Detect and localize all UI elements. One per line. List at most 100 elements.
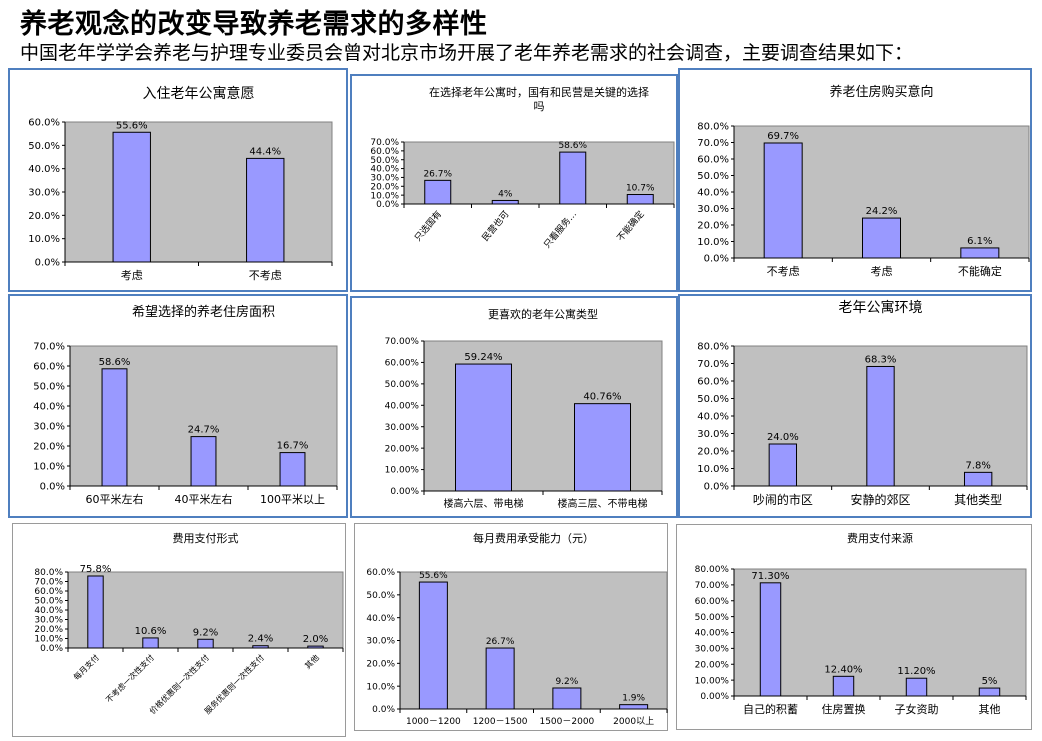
- bar: [279, 452, 306, 487]
- data-label: 59.24%: [464, 352, 502, 363]
- y-tick-label: 10.00%: [695, 676, 730, 686]
- bar: [552, 687, 582, 710]
- data-label: 26.7%: [486, 637, 515, 647]
- data-label: 55.6%: [116, 120, 148, 131]
- bar: [862, 217, 901, 259]
- bar: [307, 645, 324, 649]
- y-tick-label: 60.0%: [33, 362, 65, 373]
- bar: [963, 471, 993, 487]
- slide-subtitle: 中国老年学学会养老与护理专业委员会曾对北京市场开展了老年养老需求的社会调查，主要…: [20, 42, 914, 64]
- y-tick-label: 20.00%: [385, 444, 420, 454]
- data-label: 16.7%: [277, 441, 309, 452]
- y-tick-label: 40.0%: [33, 402, 65, 413]
- y-tick-label: 10.0%: [697, 237, 729, 248]
- category-label: 100平米以上: [260, 493, 325, 506]
- y-tick-label: 0.00%: [700, 692, 729, 702]
- data-label: 4%: [498, 189, 513, 199]
- y-tick-label: 60.00%: [695, 597, 730, 607]
- data-label: 5%: [982, 676, 998, 687]
- y-tick-label: 0.0%: [35, 258, 60, 269]
- chart-title: 养老住房购买意向: [829, 84, 933, 100]
- chart-payment-source: 费用支付来源 0.00% 10.00% 20.00% 30.00% 40.00% 50.00…: [676, 524, 1032, 730]
- y-tick-label: 0.0%: [372, 705, 395, 715]
- y-tick-label: 40.0%: [366, 614, 395, 624]
- y-tick-label: 60.0%: [34, 587, 63, 597]
- category-label: 安静的郊区: [850, 492, 910, 507]
- slide-title: 养老观念的改变导致养老需求的多样性: [20, 9, 488, 40]
- chart-housing-area-svg: 希望选择的养老住房面积 0.0% 10.0% 20.0% 30.0% 40.0% 50.0%…: [33, 304, 338, 506]
- bar: [866, 365, 895, 487]
- y-tick-label: 80.0%: [697, 122, 729, 133]
- chart-title: 希望选择的养老住房面积: [132, 304, 275, 320]
- chart-housing-area: 希望选择的养老住房面积 0.0% 10.0% 20.0% 30.0% 40.0% 50.0%…: [8, 294, 348, 518]
- category-label: 自己的积蓄: [743, 702, 798, 716]
- y-tick-label: 50.0%: [28, 141, 60, 152]
- bar: [559, 151, 587, 205]
- bar: [574, 403, 631, 492]
- y-tick-label: 0.0%: [376, 200, 399, 210]
- y-tick-label: 0.0%: [704, 482, 729, 493]
- chart-ownership-choice: 在选择老年公寓时，国有和民营是关键的选择吗 0.0% 10.0% 20.0% 30.0%…: [350, 74, 678, 292]
- data-label: 10.7%: [626, 184, 655, 194]
- y-tick-label: 40.0%: [34, 606, 63, 616]
- data-label: 58.6%: [99, 357, 131, 368]
- y-tick-label: 80.00%: [695, 565, 730, 575]
- bar: [978, 687, 1001, 697]
- bar: [101, 368, 128, 487]
- y-tick-label: 50.0%: [370, 156, 399, 166]
- data-label: 9.2%: [193, 627, 218, 638]
- bar: [246, 157, 285, 263]
- y-tick-label: 50.0%: [366, 591, 395, 601]
- bar: [905, 677, 928, 697]
- y-tick-label: 20.0%: [697, 221, 729, 232]
- chart-title-line: 在选择老年公寓时，国有和民营是关键的选择: [429, 85, 649, 99]
- chart-title: 费用支付来源: [847, 531, 913, 545]
- plot-area: [67, 571, 344, 649]
- data-label: 26.7%: [423, 169, 452, 179]
- y-tick-label: 50.0%: [697, 394, 729, 405]
- category-label: 考虑: [121, 269, 143, 282]
- y-tick-label: 70.00%: [695, 581, 730, 591]
- category-label: 不考虑: [767, 265, 800, 278]
- category-label: 1000－1200: [406, 717, 461, 727]
- category-label: 吵闹的市区: [753, 492, 813, 507]
- data-label: 1.9%: [622, 694, 645, 704]
- y-tick-label: 30.0%: [370, 174, 399, 184]
- y-tick-label: 10.0%: [33, 462, 65, 473]
- chart-move-in-intention-svg: 入住老年公寓意愿 0.0% 10.0% 20.0% 30.0% 40.0% 50.0% 60.…: [28, 85, 333, 282]
- bar: [626, 194, 654, 205]
- chart-environment-svg: 老年公寓环境 0.0% 10.0% 20.0% 30.0% 40.0% 50.0% 60.0%…: [697, 299, 1028, 507]
- bar: [252, 645, 269, 649]
- bar: [960, 247, 1000, 259]
- y-tick-label: 70.00%: [385, 337, 420, 347]
- y-tick-label: 60.00%: [385, 359, 420, 369]
- y-tick-label: 60.0%: [28, 118, 60, 129]
- chart-monthly-affordability-svg: 每月费用承受能力（元） 0.0% 10.0% 20.0% 30.0% 40.0% 50.0%…: [366, 531, 668, 727]
- category-label: 只选国有: [412, 208, 444, 243]
- y-tick-label: 10.0%: [697, 464, 729, 475]
- category-label: 60平米左右: [86, 492, 144, 506]
- y-tick-label: 10.0%: [370, 191, 399, 201]
- category-label: 不能确定: [614, 208, 646, 243]
- chart-payment-source-svg: 费用支付来源 0.00% 10.00% 20.00% 30.00% 40.00% 50.00…: [695, 531, 1027, 716]
- y-tick-label: 30.00%: [385, 423, 420, 433]
- y-tick-label: 80.0%: [697, 342, 729, 353]
- bar: [768, 443, 798, 487]
- bar: [832, 675, 855, 697]
- category-label: 住房置换: [822, 702, 866, 716]
- chart-title-line: 吗: [534, 100, 545, 113]
- data-label: 68.3%: [865, 354, 897, 365]
- category-label: 不能确定: [958, 264, 1002, 278]
- bar: [418, 581, 448, 710]
- y-tick-label: 60.0%: [370, 147, 399, 157]
- y-tick-label: 60.0%: [366, 568, 395, 578]
- y-tick-label: 30.0%: [33, 422, 65, 433]
- data-label: 55.6%: [419, 571, 448, 581]
- chart-monthly-affordability: 每月费用承受能力（元） 0.0% 10.0% 20.0% 30.0% 40.0% 50.0%…: [354, 523, 668, 731]
- category-label: 只看服务…: [541, 208, 579, 250]
- bar: [87, 575, 104, 649]
- bar: [142, 637, 159, 649]
- y-tick-label: 80.0%: [34, 568, 63, 578]
- plot-area: [733, 568, 1027, 697]
- category-label: 价格优惠则一次性支付: [147, 652, 211, 716]
